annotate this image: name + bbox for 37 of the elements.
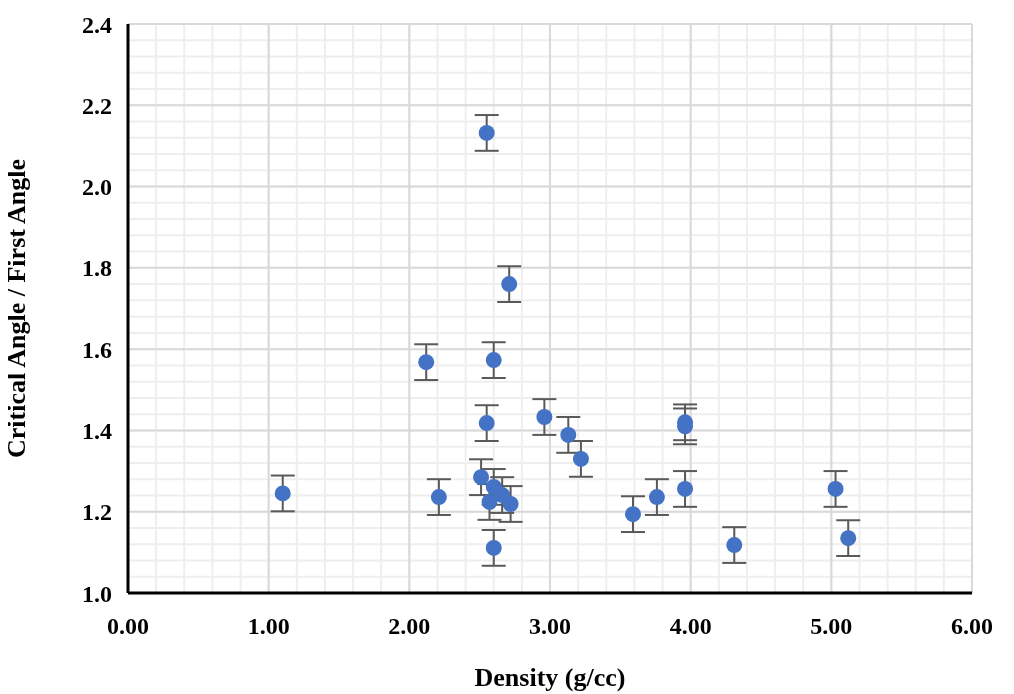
point	[502, 495, 519, 512]
point	[473, 469, 490, 486]
point	[478, 415, 495, 432]
point	[478, 124, 495, 141]
y-tick-label: 2.2	[82, 92, 112, 119]
point	[418, 354, 435, 371]
point	[677, 480, 694, 497]
y-tick-label: 2.4	[82, 11, 112, 38]
y-tick-label: 1.2	[82, 499, 112, 526]
point	[648, 489, 665, 506]
point	[481, 493, 498, 510]
x-tick-label: 2.00	[388, 613, 431, 640]
x-tick-label: 3.00	[529, 613, 571, 640]
point	[572, 450, 589, 467]
y-tick-label: 1.6	[82, 336, 112, 363]
y-tick-label: 2.0	[82, 174, 112, 201]
point	[536, 409, 553, 426]
point	[501, 276, 518, 293]
x-tick-label: 4.00	[669, 613, 712, 640]
point	[274, 485, 291, 502]
x-tick-label: 0.00	[107, 613, 149, 640]
point	[485, 539, 502, 556]
x-tick-label: 6.00	[951, 613, 993, 640]
point	[624, 506, 641, 523]
point	[485, 352, 502, 369]
point	[840, 530, 857, 547]
point	[726, 537, 743, 554]
point	[827, 480, 844, 497]
point	[430, 489, 447, 506]
y-tick-label: 1.4	[82, 417, 112, 444]
point	[560, 426, 577, 443]
x-tick-label: 1.00	[247, 613, 290, 640]
y-tick-label: 1.8	[82, 255, 112, 282]
y-tick-label: 1.0	[82, 580, 112, 607]
x-tick-label: 5.00	[810, 613, 853, 640]
x-axis-title: Density (g/cc)	[474, 663, 626, 692]
y-axis-title: Critical Angle / First Angle	[2, 159, 32, 458]
